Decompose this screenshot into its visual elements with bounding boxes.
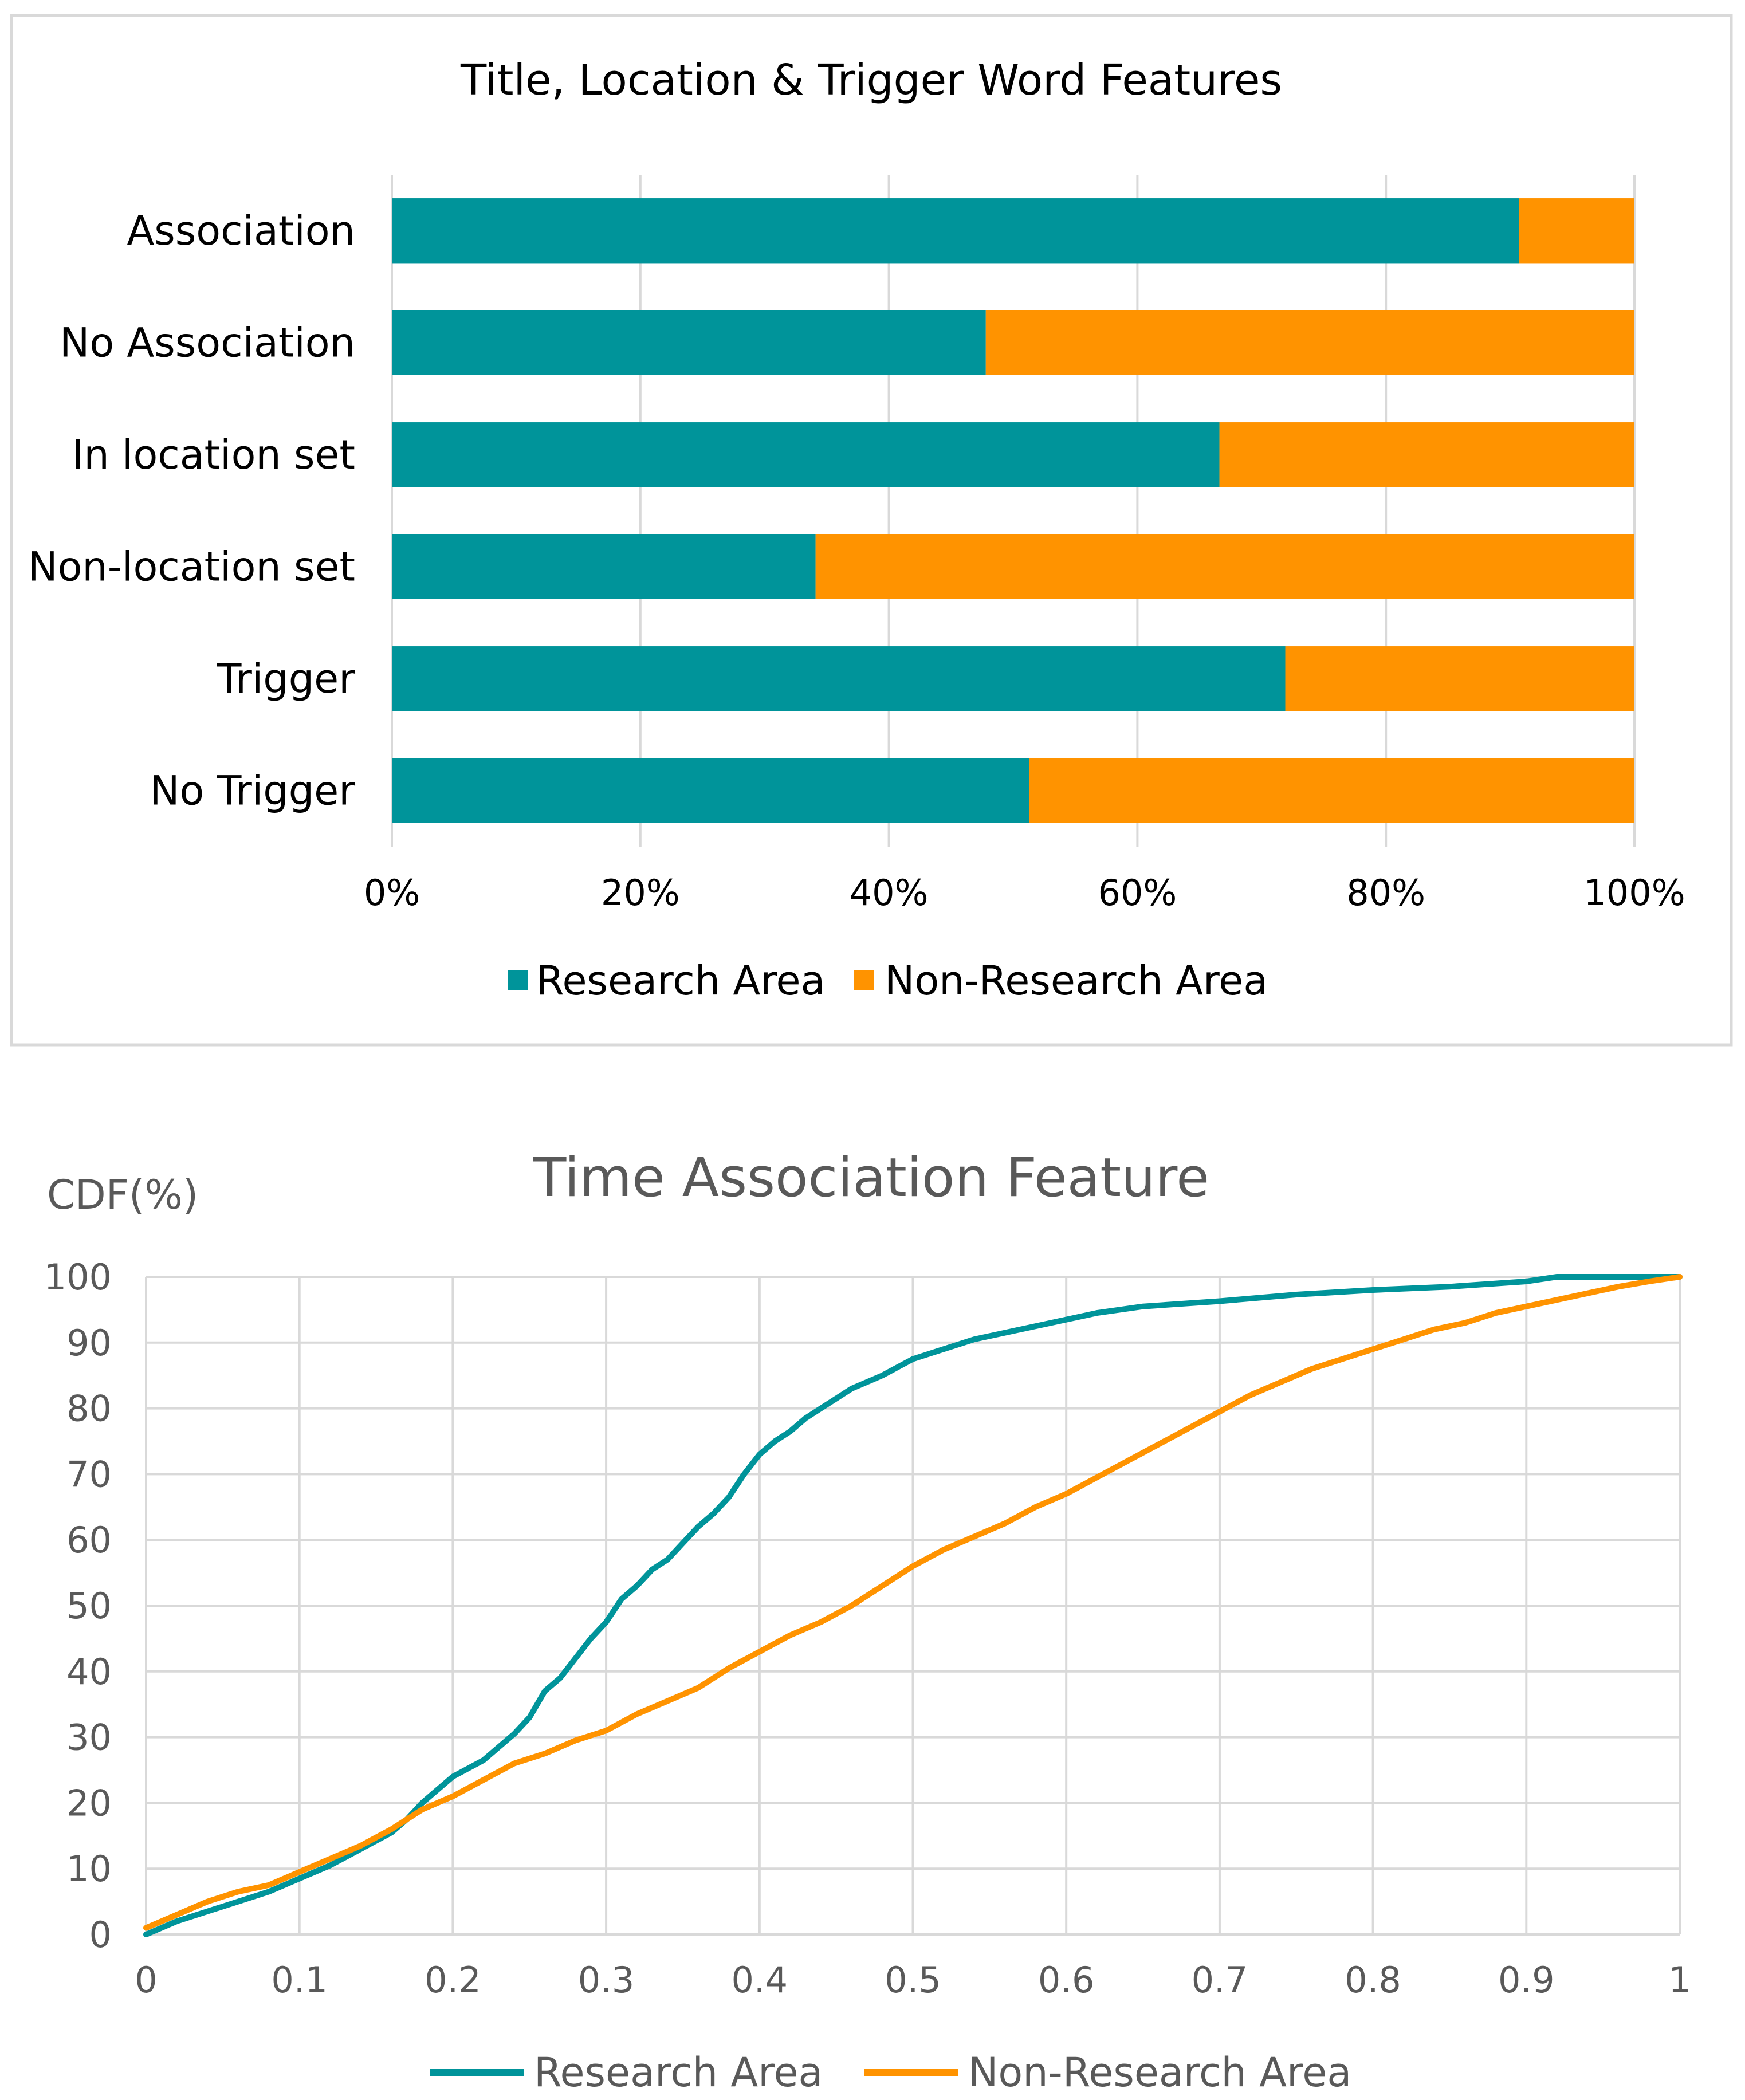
chart1-title: Title, Location & Trigger Word Features [460,56,1282,105]
chart1-bar-research [392,422,1220,487]
chart2-x-tick-label: 0.1 [271,1959,328,2001]
chart1-category-label: Association [127,207,355,254]
chart2-y-tick-label: 80 [66,1388,112,1430]
chart2-x-tick-label: 0.8 [1345,1959,1401,2001]
chart1-gridlines [391,175,1636,847]
chart1-x-tick-label: 40% [850,872,929,914]
chart2-gridlines [145,1276,1681,1936]
chart1-bar-research [392,534,816,599]
chart1-category-label: No Association [60,319,355,366]
chart1-frame [10,14,1733,1047]
chart1-bar-research [392,198,1519,264]
chart2-x-tick-labels: 0 0.1 0.2 0.3 0.4 0.5 0.6 0.7 0.8 0.9 1 [135,1959,1691,2001]
chart2-legend-label-non-research: Non-Research Area [968,2049,1351,2096]
chart1-category-labels: Association No Association In location set… [27,207,355,815]
chart2-y-tick-label: 40 [66,1651,112,1693]
chart1-category-label: Trigger [217,655,356,702]
chart2-legend-label-research: Research Area [534,2049,823,2096]
chart1-bar-non-research [815,534,1634,599]
chart1-bar-non-research [1519,198,1634,264]
chart1-bars [392,198,1634,823]
chart2-x-tick-label: 0.4 [731,1959,788,2001]
chart1-legend-swatch-research [508,970,528,990]
chart2-x-tick-label: 0.2 [425,1959,481,2001]
chart2-line-non-research [143,1274,1683,1931]
chart2-legend: Research Area Non-Research Area [430,2049,1351,2096]
chart2-y-tick-label: 30 [66,1717,112,1759]
chart1-x-tick-labels: 0% 20% 40% 60% 80% 100% [364,872,1685,914]
chart1-bar-research [392,646,1286,711]
chart1-x-tick-label: 0% [364,872,420,914]
chart2-series-lines [143,1274,1683,1937]
chart2-x-tick-label: 1 [1668,1959,1691,2001]
chart1-x-tick-label: 100% [1583,872,1685,914]
chart1-category-label: In location set [72,431,355,478]
chart2-y-tick-labels: 0 10 20 30 40 50 60 70 80 90 100 [44,1256,112,1956]
chart2-y-tick-label: 90 [66,1322,112,1364]
chart2-y-axis-label: CDF(%) [47,1171,198,1218]
chart1-bar-non-research [985,310,1634,375]
chart1-x-tick-label: 20% [601,872,680,914]
chart2-x-tick-label: 0.7 [1192,1959,1248,2001]
chart2-x-tick-label: 0.9 [1498,1959,1555,2001]
chart2-x-tick-label: 0.6 [1038,1959,1095,2001]
chart1-bar-research [392,758,1029,823]
chart1-legend-label-research: Research Area [536,957,825,1004]
chart1-bar-non-research [1219,422,1634,487]
chart2-x-tick-label: 0.5 [885,1959,941,2001]
chart1-x-tick-label: 80% [1346,872,1425,914]
chart2-y-tick-label: 20 [66,1782,112,1824]
chart1-bar-non-research [1285,646,1634,711]
chart2-x-tick-label: 0.3 [578,1959,635,2001]
chart1-legend: Research Area Non-Research Area [508,957,1268,1004]
chart1-bar-non-research [1029,758,1634,823]
chart2-y-tick-label: 100 [44,1256,112,1298]
chart1-legend-swatch-non-research [854,970,874,990]
chart2-y-tick-label: 70 [66,1453,112,1495]
chart2-y-tick-label: 10 [66,1848,112,1890]
chart1-category-label: No Trigger [150,767,355,814]
chart2-y-tick-label: 0 [89,1914,112,1956]
chart1-x-tick-label: 60% [1098,872,1177,914]
chart1-category-label: Non-location set [27,543,355,590]
chart1-bar-research [392,310,986,375]
chart2-y-tick-label: 50 [66,1585,112,1627]
chart2-title: Time Association Feature [533,1147,1209,1209]
chart2-x-tick-label: 0 [135,1959,157,2001]
chart1-legend-label-non-research: Non-Research Area [885,957,1268,1004]
chart2-y-tick-label: 60 [66,1519,112,1561]
